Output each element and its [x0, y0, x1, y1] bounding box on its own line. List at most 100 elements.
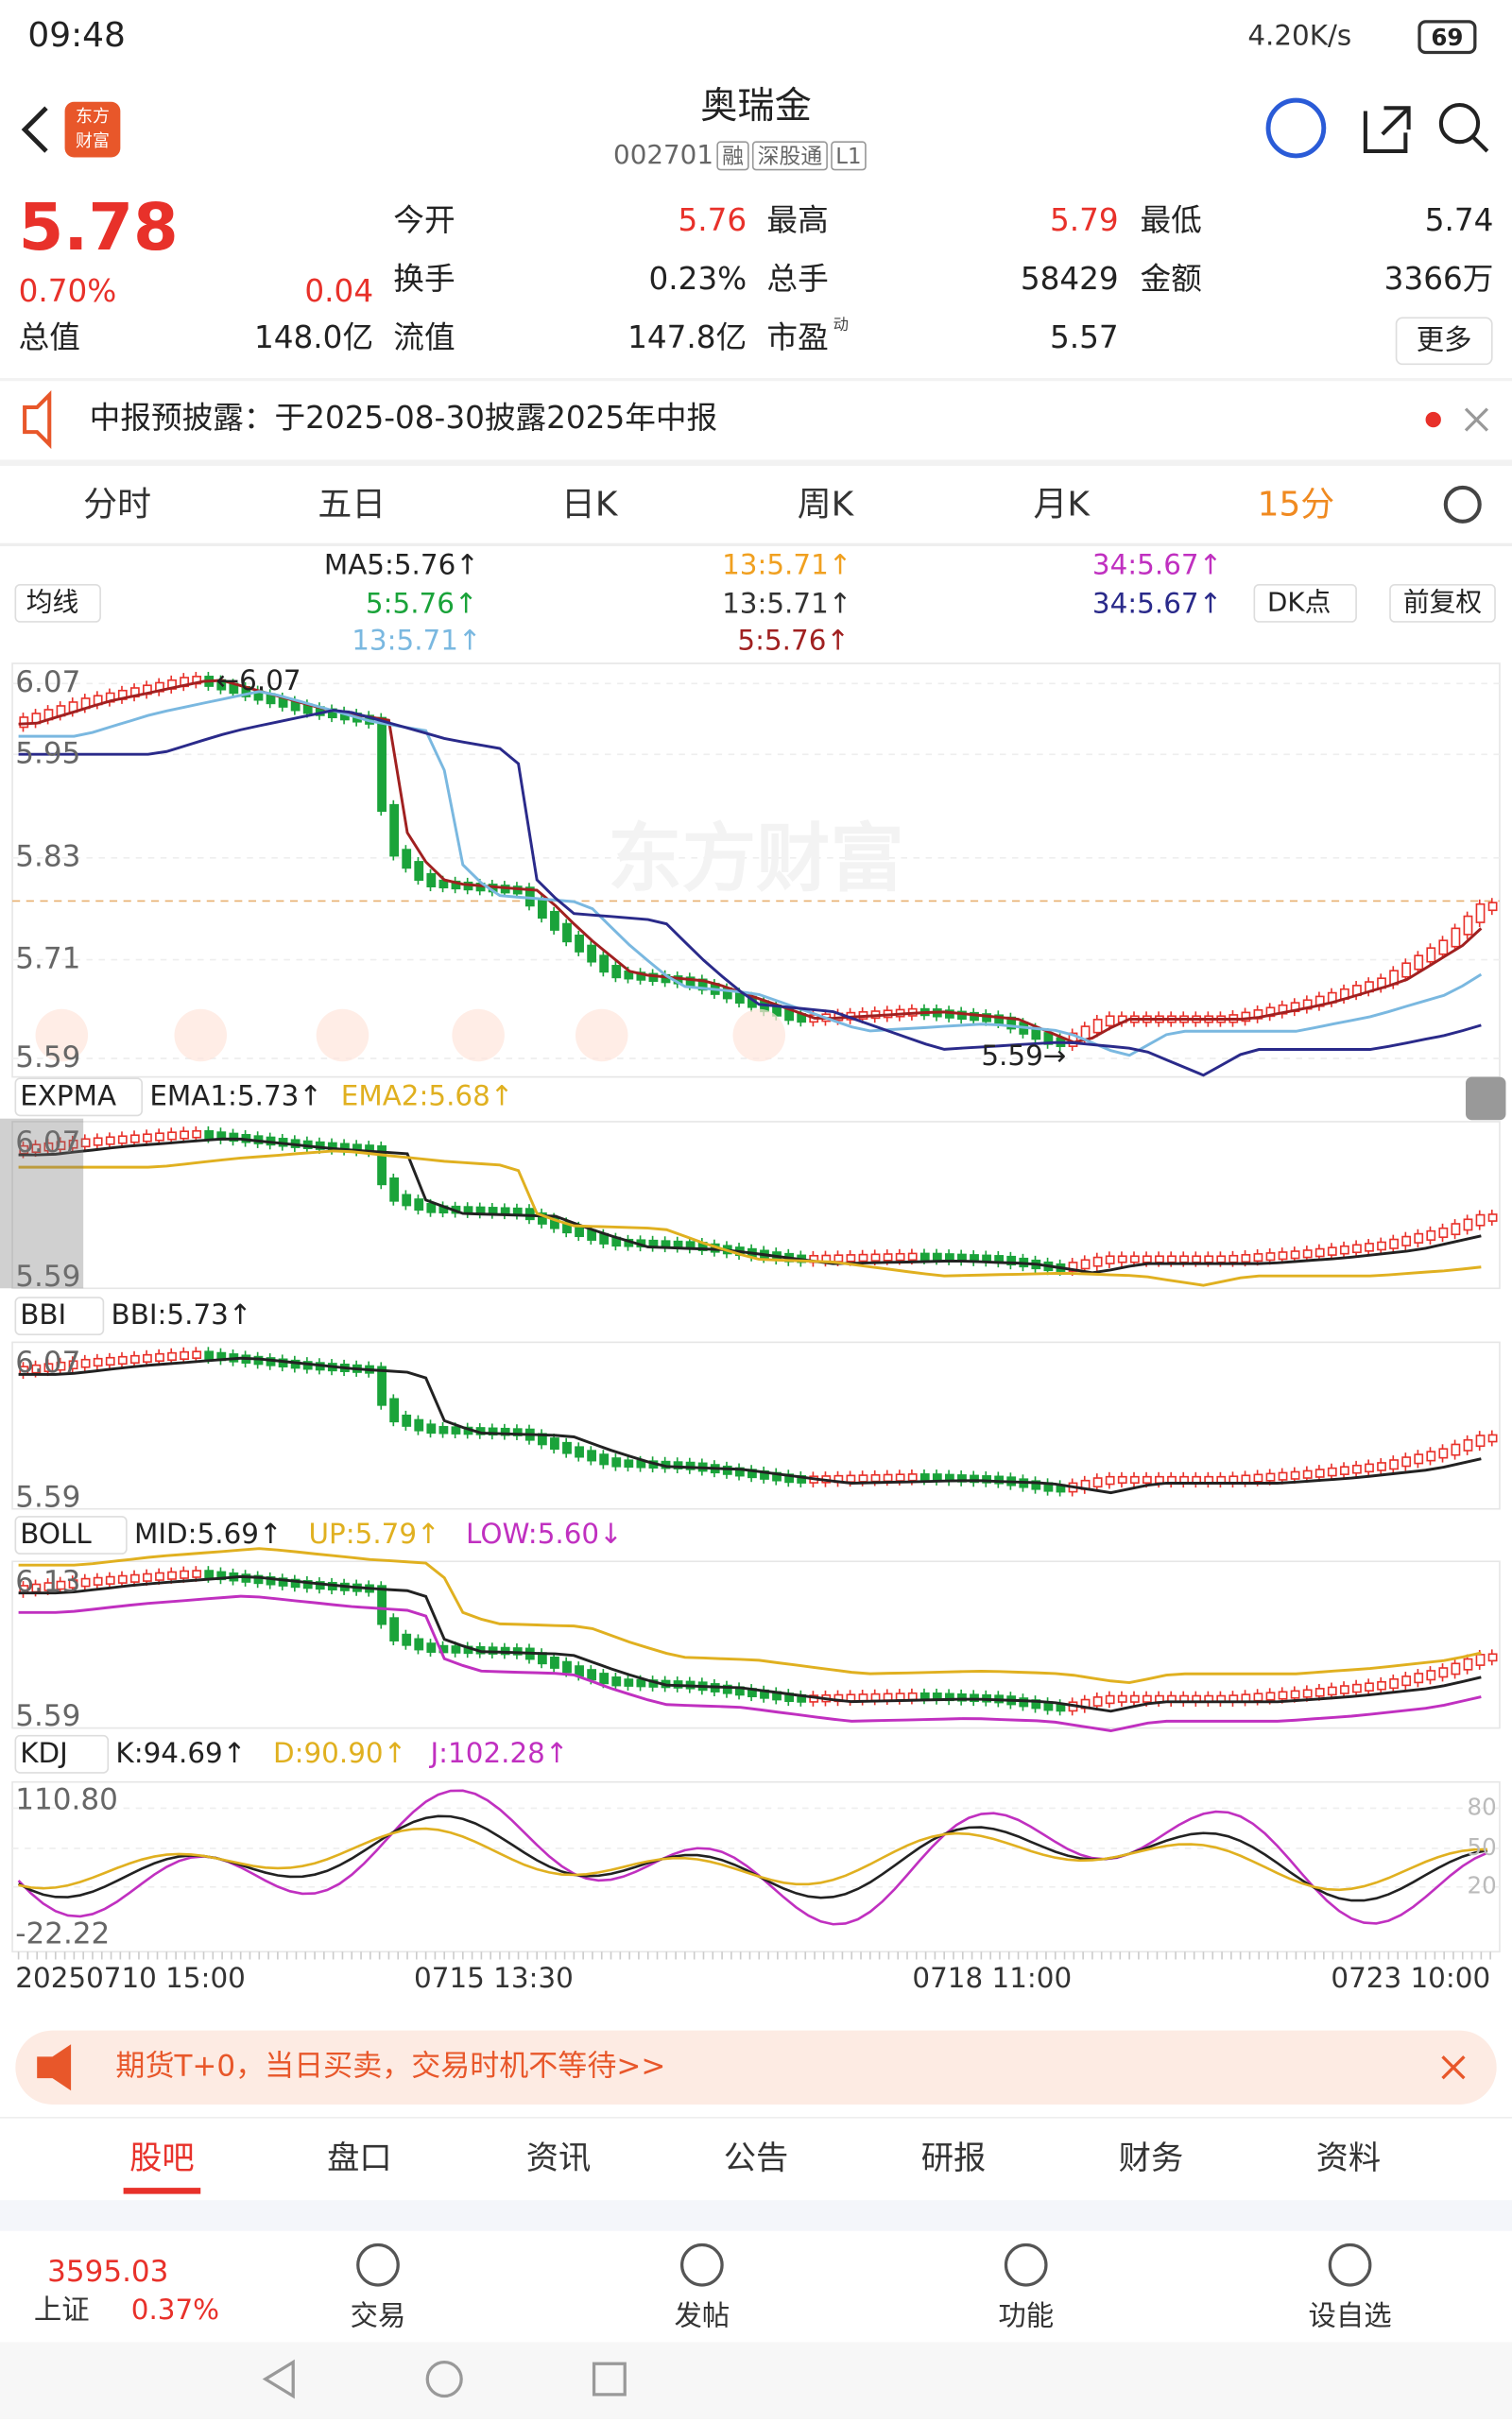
period-tab[interactable]: 日K: [561, 486, 619, 524]
stock-name: 奥瑞金: [700, 85, 812, 128]
ai-icon[interactable]: [1265, 97, 1327, 159]
candle: [389, 803, 400, 857]
nav-icon: [1004, 2243, 1048, 2287]
logo-text: 东方: [76, 107, 110, 127]
status-time: 09:48: [27, 16, 125, 55]
close-icon[interactable]: [1441, 2055, 1466, 2080]
candle: [1327, 1246, 1337, 1256]
candle: [1068, 1262, 1078, 1272]
nav-item[interactable]: 设自选: [1309, 2300, 1392, 2332]
nav-icon: [680, 2243, 724, 2287]
side-handle[interactable]: [1466, 1076, 1506, 1121]
zoom-button[interactable]: [575, 1008, 628, 1062]
field-label: 流值: [393, 319, 455, 355]
time-label: 0723 10:00: [1331, 1962, 1490, 1994]
adjust-button: 前复权: [1403, 586, 1482, 617]
candle: [1352, 1464, 1362, 1474]
bottom-tab[interactable]: 公告: [724, 2139, 789, 2177]
nav-recent[interactable]: [592, 2362, 627, 2397]
zoom-button[interactable]: [452, 1008, 505, 1062]
search-icon[interactable]: [1438, 102, 1481, 145]
nav-back[interactable]: [262, 2359, 295, 2399]
candle: [1475, 1654, 1486, 1666]
period-tab[interactable]: 五日: [318, 486, 386, 524]
pe-mark: 动: [833, 316, 849, 334]
candle: [919, 1473, 930, 1482]
back-icon[interactable]: [21, 106, 48, 153]
candle: [438, 1425, 449, 1435]
candle: [414, 1198, 424, 1212]
indicator-selector[interactable]: [14, 1297, 105, 1336]
button-box[interactable]: [1389, 583, 1496, 623]
candle: [143, 1133, 152, 1143]
time-label: 20250710 15:00: [15, 1962, 246, 1994]
ma-legend: 13:5.71↑: [722, 588, 851, 620]
nav-item[interactable]: 交易: [351, 2300, 406, 2332]
candle: [550, 910, 559, 931]
field-value: 147.8亿: [627, 319, 747, 355]
candle: [402, 1194, 412, 1207]
candle: [1377, 1241, 1386, 1251]
selector-box[interactable]: [14, 583, 101, 623]
bottom-tab[interactable]: 盘口: [327, 2139, 392, 2177]
candle: [1092, 1256, 1103, 1267]
zoom-button[interactable]: [732, 1008, 786, 1062]
period-tab[interactable]: 分时: [83, 486, 151, 524]
bottom-tab[interactable]: 股吧: [129, 2139, 195, 2177]
indicator-tick: 6.13: [15, 1565, 80, 1599]
bottom-tab[interactable]: 财务: [1119, 2139, 1184, 2177]
share-icon[interactable]: [1363, 106, 1411, 154]
nav-home[interactable]: [425, 2360, 463, 2398]
ad-banner[interactable]: [15, 2030, 1497, 2105]
candle: [68, 1139, 78, 1149]
change-pct: 0.70%: [19, 273, 117, 309]
indicator-name: BOLL: [20, 1518, 92, 1550]
field-value: 5.79: [1050, 202, 1119, 238]
indicator-selector[interactable]: [14, 1734, 110, 1774]
period-tab[interactable]: 周K: [798, 486, 855, 524]
indicator-tick: 5.59: [15, 1260, 80, 1294]
indicator-selector[interactable]: [14, 1516, 128, 1555]
candle: [414, 861, 424, 882]
close-icon[interactable]: [1464, 407, 1489, 432]
candle: [1487, 902, 1498, 912]
candle: [1389, 1678, 1399, 1690]
button-box[interactable]: [1253, 583, 1357, 623]
nav-item[interactable]: 功能: [998, 2300, 1054, 2332]
bottom-tab[interactable]: 研报: [921, 2139, 987, 2177]
zoom-button[interactable]: [174, 1008, 227, 1062]
candle: [1314, 1688, 1325, 1697]
zoom-button[interactable]: [316, 1008, 369, 1062]
more-button[interactable]: [1395, 317, 1493, 366]
candle: [1302, 1689, 1313, 1698]
candle: [1290, 1250, 1300, 1260]
candle: [426, 1202, 437, 1213]
candle: [1302, 1469, 1313, 1479]
candle: [1129, 1694, 1140, 1703]
indicator-tick: 80: [1468, 1793, 1497, 1820]
candle: [117, 1355, 128, 1366]
candle: [722, 1684, 732, 1694]
candle: [167, 1131, 177, 1141]
period-tab[interactable]: 月K: [1034, 486, 1091, 524]
ad-icon: [37, 2044, 72, 2091]
price: 5.78: [19, 190, 179, 266]
candle: [117, 1135, 128, 1144]
search-icon[interactable]: [1471, 135, 1489, 153]
candle: [1290, 1470, 1300, 1480]
candle: [80, 1138, 91, 1148]
period-tab[interactable]: 15分: [1258, 486, 1335, 524]
candle: [945, 1253, 954, 1262]
price-tick: 5.71: [15, 942, 80, 976]
nav-item[interactable]: 发帖: [674, 2300, 730, 2332]
candle: [1426, 1670, 1436, 1681]
bottom-tab[interactable]: 资讯: [526, 2139, 592, 2177]
settings-icon[interactable]: [1443, 485, 1482, 524]
indicator-selector[interactable]: [14, 1077, 144, 1117]
tag-box: [831, 141, 867, 171]
zoom-button[interactable]: [35, 1008, 89, 1062]
candle: [895, 1252, 905, 1262]
bottom-tab[interactable]: 资料: [1316, 2139, 1382, 2177]
side-handle[interactable]: [0, 1118, 84, 1289]
time-label: 0715 13:30: [414, 1962, 574, 1994]
